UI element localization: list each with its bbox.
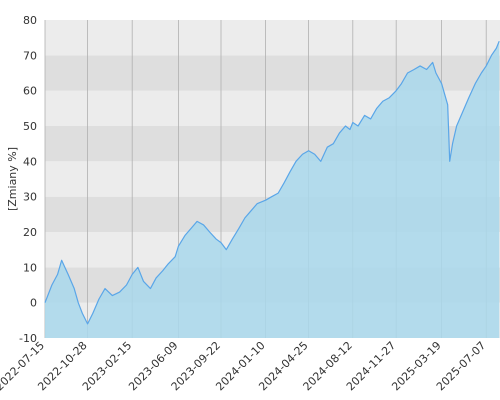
y-axis-title: [Zmiany %] — [6, 147, 19, 211]
y-tick-label: 10 — [23, 261, 37, 274]
series-line — [44, 40, 500, 325]
y-tick-label: 60 — [23, 85, 37, 98]
area-fill — [45, 41, 500, 338]
y-tick-label: 80 — [23, 14, 37, 27]
y-tick-label: 70 — [23, 49, 37, 62]
y-tick-label: 0 — [30, 297, 37, 310]
y-tick-label: -10 — [19, 332, 37, 345]
y-tick-label: 40 — [23, 155, 37, 168]
y-tick-label: 30 — [23, 191, 37, 204]
y-axis-ticks: -10 0 10 20 30 40 50 60 70 80 — [19, 14, 37, 345]
band-70-80 — [45, 20, 500, 56]
y-tick-label: 20 — [23, 226, 37, 239]
x-axis-ticks: 2022-07-152022-10-282023-02-152023-06-09… — [0, 339, 488, 393]
y-tick-label: 50 — [23, 120, 37, 133]
